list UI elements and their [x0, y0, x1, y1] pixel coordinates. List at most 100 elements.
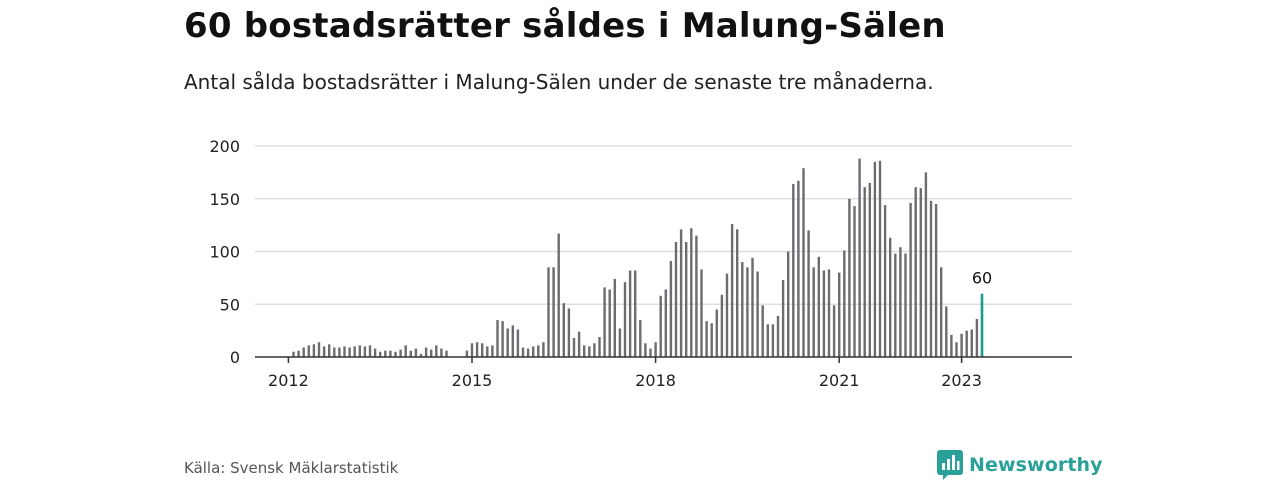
x-tick-label: 2012 [268, 371, 309, 390]
bar [628, 270, 632, 357]
bar [537, 345, 540, 357]
bar [720, 294, 724, 357]
bar [552, 267, 555, 357]
bar [797, 180, 800, 357]
bar [736, 229, 739, 357]
bar [373, 348, 377, 357]
y-tick-label: 0 [230, 348, 240, 367]
bar [603, 287, 606, 357]
bar [878, 160, 882, 357]
bar [863, 187, 866, 357]
bar [904, 253, 907, 357]
bar [445, 350, 448, 357]
bar [787, 251, 790, 357]
bar [965, 330, 968, 357]
bar [970, 329, 973, 357]
bar [700, 269, 703, 357]
bar-chart: 0 50 100 150 200 2012 2015 2018 2021 2023 60 [209, 137, 1072, 390]
bar [664, 289, 667, 357]
bar [843, 250, 846, 357]
highlight-value-label: 60 [972, 269, 992, 288]
bar [853, 206, 856, 357]
bar [792, 183, 795, 357]
bar [909, 202, 912, 357]
bar [827, 269, 831, 357]
bar [384, 350, 387, 357]
bar [593, 343, 596, 357]
bar [297, 350, 300, 357]
bar [766, 324, 769, 357]
bar [919, 188, 922, 357]
bar [333, 347, 336, 357]
x-tick-label: 2023 [941, 371, 982, 390]
bar [613, 278, 616, 357]
newsworthy-logo-icon [937, 450, 963, 480]
bar [679, 229, 683, 357]
bar [781, 279, 785, 357]
bar [654, 342, 657, 357]
bar [491, 345, 494, 357]
bar [746, 267, 749, 357]
bar [572, 338, 576, 357]
bar [899, 247, 902, 357]
bar [353, 346, 356, 357]
bar [526, 348, 530, 357]
bar [302, 347, 305, 357]
bar [481, 343, 484, 357]
bar [669, 260, 673, 357]
bar [618, 328, 622, 357]
newsworthy-logo-text: Newsworthy [969, 454, 1103, 476]
bar [358, 345, 361, 357]
bar [506, 328, 509, 357]
bar [435, 345, 438, 357]
bar [858, 158, 861, 357]
bar [649, 348, 652, 357]
bar [368, 345, 372, 357]
x-tick-label: 2018 [635, 371, 676, 390]
bar [465, 350, 469, 357]
bar [501, 321, 504, 357]
y-tick-label: 50 [220, 295, 240, 314]
bar [404, 345, 407, 357]
bar [940, 267, 943, 357]
bar [934, 204, 938, 357]
chart-title: 60 bostadsrätter såldes i Malung-Sälen [184, 6, 946, 46]
bar [776, 315, 780, 357]
bar [715, 309, 718, 357]
bar [348, 347, 351, 357]
bar [975, 319, 979, 357]
chart-subtitle: Antal sålda bostadsrätter i Malung-Sälen… [184, 70, 934, 94]
x-axis-ticks: 2012 2015 2018 2021 2023 [268, 357, 982, 390]
bar [659, 295, 662, 357]
gridlines [255, 145, 1072, 305]
bar [430, 349, 433, 357]
bar [440, 348, 443, 357]
bar [623, 282, 627, 357]
bar [960, 333, 963, 357]
bar [889, 237, 892, 357]
bar [363, 346, 367, 357]
y-tick-label: 200 [209, 137, 240, 156]
bar [516, 329, 520, 357]
bar [817, 256, 820, 357]
bar [532, 346, 535, 357]
bar [379, 351, 382, 357]
bar [730, 224, 734, 357]
bar [955, 342, 958, 357]
bar [695, 235, 698, 357]
highlight-bar [980, 293, 984, 357]
bar [756, 271, 759, 357]
newsworthy-logo: Newsworthy [937, 450, 1103, 480]
bar [328, 344, 331, 357]
bar [710, 323, 713, 357]
bars [292, 158, 984, 357]
bar [822, 270, 826, 357]
bar [577, 331, 581, 357]
bar [802, 168, 805, 357]
bar [394, 351, 397, 357]
bar [424, 347, 428, 357]
bar [322, 346, 326, 357]
bar [312, 344, 316, 357]
bar [389, 350, 392, 357]
bar [848, 198, 851, 357]
